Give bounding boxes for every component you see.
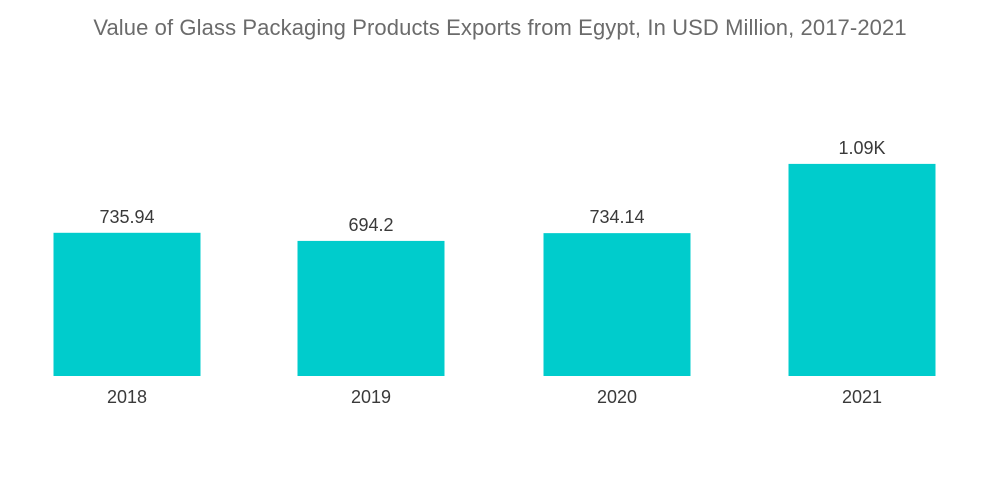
data-label-2018: 735.94	[99, 207, 154, 227]
chart-title: Value of Glass Packaging Products Export…	[93, 15, 907, 40]
bar-2019	[297, 240, 445, 376]
bar-2018	[53, 232, 201, 376]
x-tick-label-2019: 2019	[351, 387, 391, 407]
x-tick-label-2020: 2020	[597, 387, 637, 407]
data-label-2020: 734.14	[589, 207, 644, 227]
bar-2021	[788, 163, 936, 376]
bar-2020	[543, 233, 691, 376]
data-label-2021: 1.09K	[838, 138, 885, 158]
x-tick-label-2021: 2021	[842, 387, 882, 407]
data-label-2019: 694.2	[348, 215, 393, 235]
x-tick-label-2018: 2018	[107, 387, 147, 407]
